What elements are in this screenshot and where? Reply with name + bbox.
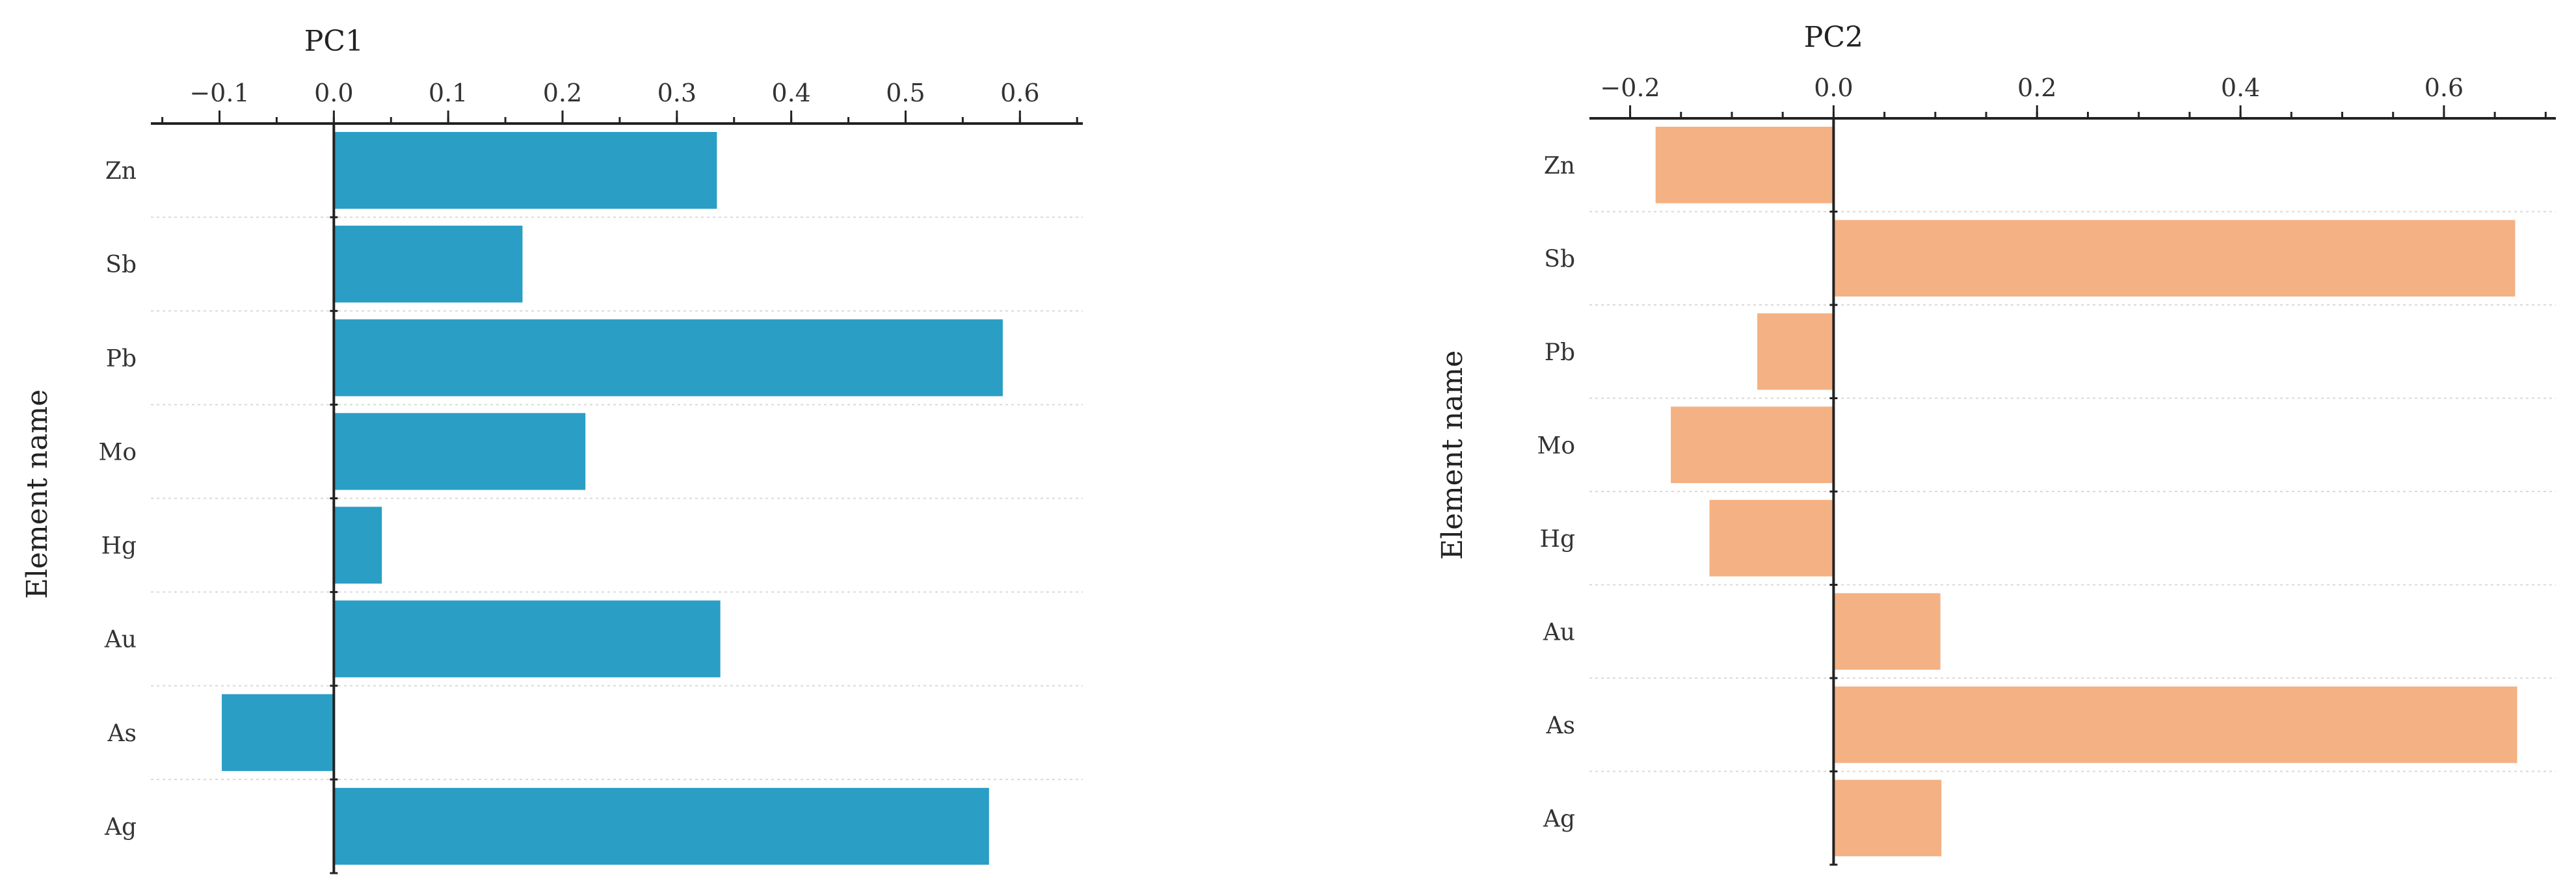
pc2-category-label: Hg	[1540, 526, 1575, 553]
pc1-category-label: Sb	[105, 252, 137, 278]
pc2-category-label: Mo	[1537, 432, 1575, 459]
pc2-chart-title: PC2	[1804, 21, 1863, 54]
pc1-tick-label: −0.1	[189, 79, 249, 107]
pc2-bar-sb	[1833, 220, 2516, 297]
pc2-tick-label: 0.2	[2017, 73, 2056, 102]
pc1-tick-label: 0.0	[314, 79, 353, 107]
pc1-category-label: Ag	[104, 814, 137, 841]
pc2-chart-panel: −0.2 0.0 0.2 0.4 0.6 Zn Sb Pb Mo Hg Au As Ag PC2 Eleme…	[1436, 21, 2556, 866]
pc1-bar-ag	[334, 787, 989, 865]
pc1-bar-mo	[334, 413, 586, 490]
pc2-tick-label: 0.6	[2424, 73, 2463, 102]
pc1-category-label: Zn	[105, 158, 137, 185]
pc1-bar-zn	[334, 131, 717, 209]
pc2-bar-hg	[1709, 499, 1834, 577]
pc2-category-label: Sb	[1544, 246, 1575, 272]
pc1-tick-label: 0.5	[886, 79, 925, 107]
pc1-bar-hg	[334, 506, 382, 584]
pc1-category-label: Mo	[98, 439, 137, 466]
pc2-category-label: Pb	[1545, 339, 1575, 366]
pc2-tick-label: 0.0	[1814, 73, 1853, 102]
pc1-bar-pb	[334, 319, 1003, 397]
pc1-tick-label: 0.1	[429, 79, 468, 107]
pc2-bar-zn	[1655, 126, 1834, 203]
pc1-category-label: As	[107, 720, 137, 747]
pc1-category-label: Hg	[101, 533, 137, 560]
pc1-bar-sb	[334, 226, 523, 303]
pc2-bar-as	[1833, 686, 2517, 763]
pc2-category-label: Au	[1543, 619, 1575, 646]
pc1-chart-panel: −0.1 0.0 0.1 0.2 0.3 0.4 0.5 0.6 Zn Sb Pb Mo Hg Au As A…	[21, 25, 1083, 874]
pc2-bar-au	[1833, 593, 1941, 670]
pc1-bar-au	[334, 600, 721, 677]
pc1-y-axis-label: Element name	[21, 389, 54, 599]
pc2-tick-label: 0.4	[2221, 73, 2260, 102]
pc1-tick-label: 0.3	[657, 79, 697, 107]
pc2-bar-pb	[1757, 313, 1834, 390]
pc1-category-label: Au	[104, 627, 137, 653]
pc1-category-label: Pb	[106, 345, 137, 372]
pc2-category-label: As	[1546, 713, 1575, 739]
pc1-tick-label: 0.6	[1000, 79, 1039, 107]
pc2-y-axis-label: Element name	[1436, 350, 1469, 560]
pc1-tick-label: 0.4	[771, 79, 810, 107]
pc1-chart-title: PC1	[304, 25, 364, 58]
pc2-bar-mo	[1671, 406, 1834, 484]
pc1-bar-as	[222, 694, 334, 771]
pc2-category-label: Ag	[1543, 806, 1575, 832]
pc2-category-label: Zn	[1544, 153, 1575, 179]
pc2-tick-label: −0.2	[1600, 73, 1660, 102]
pc1-tick-label: 0.2	[543, 79, 582, 107]
pc2-bar-ag	[1833, 780, 1942, 857]
